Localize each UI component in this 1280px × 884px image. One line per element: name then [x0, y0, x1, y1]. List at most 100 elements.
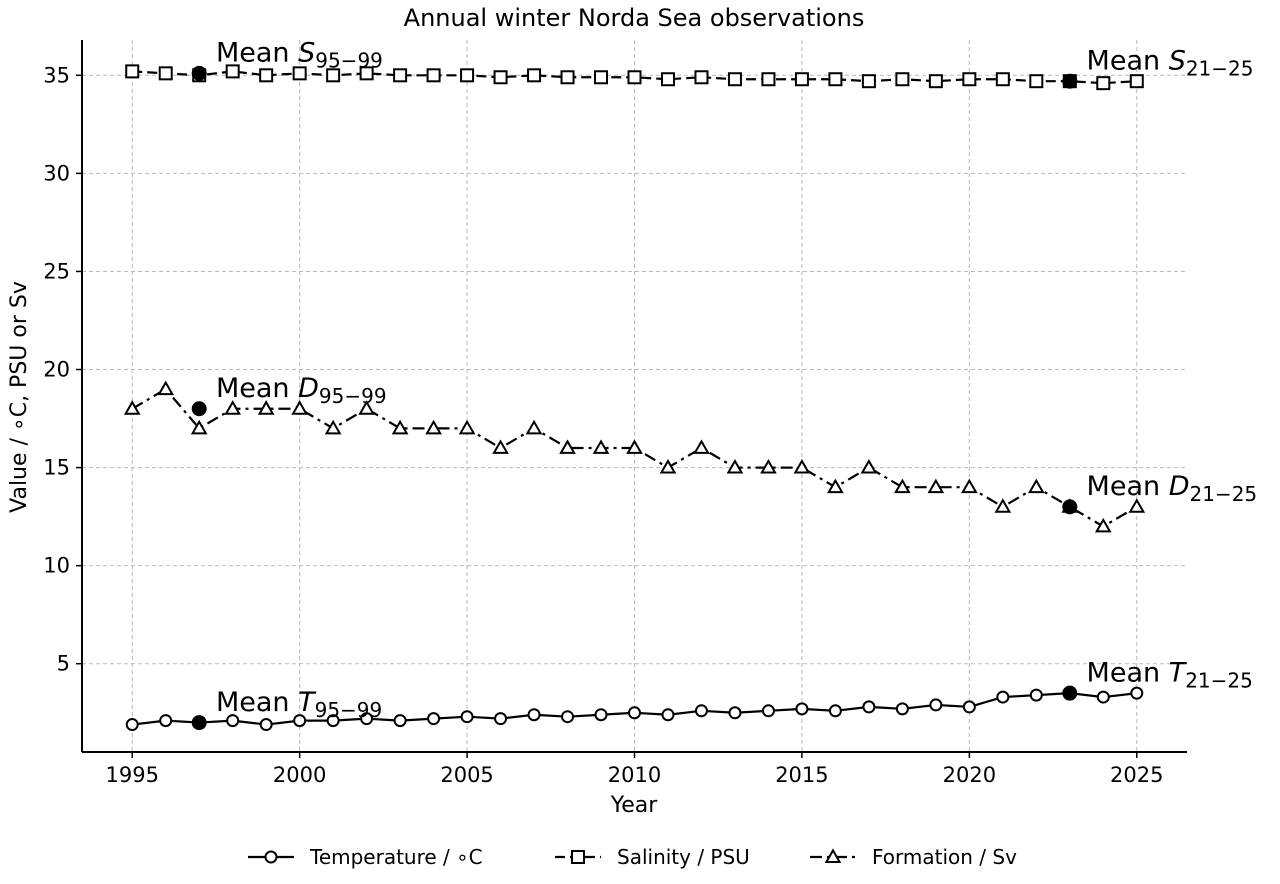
annotation-subscript: 95−99	[315, 698, 383, 722]
annotation-prefix: Mean	[1087, 45, 1169, 76]
data-point	[895, 702, 909, 716]
data-point	[994, 498, 1012, 513]
y-tick-label: 10	[43, 554, 70, 578]
annotation-subscript: 95−99	[319, 384, 387, 408]
data-point	[259, 68, 274, 83]
legend-label: Salinity / PSU	[617, 845, 750, 869]
data-point	[1027, 478, 1045, 494]
data-point	[594, 70, 609, 85]
data-point	[626, 439, 643, 454]
data-point	[828, 72, 843, 87]
data-point	[525, 419, 543, 435]
data-point	[324, 419, 342, 435]
data-point	[527, 708, 541, 722]
data-point	[125, 718, 139, 732]
mean-marker	[1062, 73, 1078, 89]
series-layer	[123, 64, 1146, 732]
legend-entry-1: Salinity / PSU	[555, 845, 750, 869]
annotation-prefix: Mean	[216, 373, 298, 404]
legend: Temperature / ∘C Salinity / PSU Formation …	[248, 845, 1017, 869]
data-point	[559, 439, 576, 454]
chart-title: Annual winter Norda Sea observations	[404, 4, 865, 32]
data-point	[927, 478, 945, 494]
x-tick-label: 2020	[943, 763, 996, 787]
data-point	[292, 66, 307, 81]
data-point	[493, 70, 508, 85]
mean-annotation: Mean S21−25	[1087, 45, 1254, 80]
data-point	[761, 72, 776, 87]
data-point	[827, 478, 844, 494]
data-point	[694, 704, 708, 718]
mean-annotation: Mean S95−99	[216, 38, 383, 73]
x-tick-label: 2025	[1110, 763, 1163, 787]
data-point	[358, 400, 375, 415]
data-point	[158, 66, 173, 81]
x-axis-label: Year	[610, 793, 659, 818]
legend-marker	[571, 850, 585, 864]
data-point	[460, 68, 475, 83]
x-tick-label: 2010	[608, 763, 661, 787]
x-tick-label: 1995	[106, 763, 159, 787]
legend-label: Temperature / ∘C	[309, 845, 483, 869]
mean-marker	[1062, 499, 1078, 515]
legend-marker	[824, 848, 842, 863]
data-point	[1130, 686, 1144, 700]
data-point	[460, 710, 474, 724]
data-point	[693, 439, 710, 454]
data-point	[828, 704, 842, 718]
y-tick-label: 35	[43, 63, 70, 87]
data-point	[257, 400, 275, 415]
data-point	[728, 706, 742, 720]
data-point	[694, 70, 709, 85]
annotation-symbol: S	[298, 38, 315, 69]
data-point	[561, 710, 575, 724]
mean-markers	[191, 65, 1078, 731]
data-point	[895, 72, 910, 87]
data-point	[225, 64, 240, 79]
data-point	[1129, 74, 1144, 89]
data-point	[123, 400, 141, 415]
annotation-symbol: T	[298, 687, 317, 718]
data-point	[627, 70, 642, 85]
mean-marker	[191, 715, 207, 731]
data-point	[291, 400, 308, 415]
annotation-subscript: 21−25	[1189, 482, 1257, 506]
annotation-symbol: S	[1169, 45, 1186, 76]
data-point	[592, 439, 610, 454]
data-point	[226, 714, 240, 728]
data-point	[961, 478, 978, 494]
data-point	[929, 698, 943, 712]
data-point	[1128, 498, 1146, 513]
data-point	[458, 419, 476, 435]
data-point	[393, 714, 407, 728]
data-point	[726, 458, 744, 474]
data-point	[527, 68, 542, 83]
data-point	[1096, 76, 1111, 91]
data-point	[962, 700, 976, 714]
y-tick-label: 25	[43, 259, 70, 283]
series-1	[125, 64, 1144, 91]
annotation-symbol: D	[298, 373, 319, 404]
data-point	[660, 72, 675, 87]
data-point	[760, 458, 777, 474]
data-point	[427, 712, 441, 726]
data-point	[594, 708, 608, 722]
data-point	[793, 458, 811, 474]
data-point	[326, 714, 340, 728]
series-2	[123, 380, 1146, 533]
data-point	[1096, 690, 1110, 704]
data-point	[1029, 688, 1043, 702]
x-tick-label: 2000	[273, 763, 326, 787]
annotation-symbol: D	[1169, 471, 1190, 502]
annotation-prefix: Mean	[216, 687, 298, 718]
data-point	[157, 380, 175, 396]
axes: 1995 2000 2005 2010 2015 2020 2025510152025303…	[43, 40, 1187, 787]
data-point	[492, 439, 509, 454]
mean-annotation: Mean D21−25	[1087, 471, 1258, 506]
y-axis-label: Value / ∘C, PSU or Sv	[7, 281, 32, 513]
annotation-subscript: 95−99	[315, 49, 383, 73]
data-point	[190, 419, 208, 435]
data-point	[1029, 74, 1044, 89]
annotation-symbol: T	[1169, 657, 1188, 688]
